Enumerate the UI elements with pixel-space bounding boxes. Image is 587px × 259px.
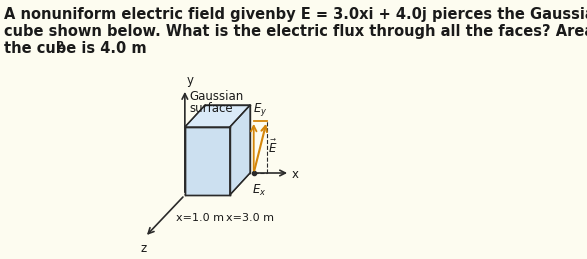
Text: z: z <box>140 242 147 255</box>
Text: surface: surface <box>189 102 233 115</box>
Text: $E_y$: $E_y$ <box>253 101 268 118</box>
Polygon shape <box>230 105 250 195</box>
Text: $\vec{E}$: $\vec{E}$ <box>268 139 278 155</box>
Text: the cube is 4.0 m: the cube is 4.0 m <box>4 41 147 56</box>
Text: 2: 2 <box>56 41 63 51</box>
Text: x=3.0 m: x=3.0 m <box>226 213 274 223</box>
Text: Gaussian: Gaussian <box>189 90 244 103</box>
Polygon shape <box>185 127 230 195</box>
Text: A nonuniform electric field given​by E = 3.0xi + 4.0j pierces the Gaussian: A nonuniform electric field given​by E =… <box>4 7 587 22</box>
Text: y: y <box>186 74 193 87</box>
Text: x: x <box>291 168 298 181</box>
Text: cube shown below. What is the electric flux through all the faces? Area of: cube shown below. What is the electric f… <box>4 24 587 39</box>
Polygon shape <box>185 105 250 127</box>
Text: x=1.0 m: x=1.0 m <box>176 213 224 223</box>
Text: $E_x$: $E_x$ <box>252 183 266 198</box>
